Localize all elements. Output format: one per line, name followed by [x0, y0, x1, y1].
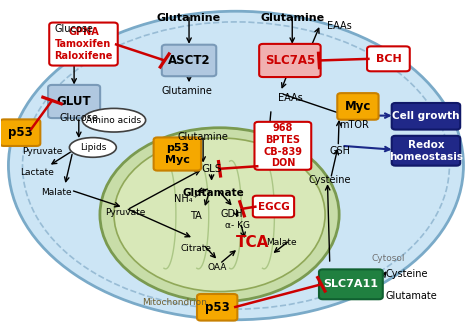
- Text: Amino acids: Amino acids: [86, 116, 142, 125]
- Text: SLC7A11: SLC7A11: [323, 279, 378, 289]
- Text: EGCG: EGCG: [257, 202, 289, 212]
- Text: Lactate: Lactate: [19, 168, 54, 177]
- Text: Redox
homeostasis: Redox homeostasis: [389, 140, 463, 162]
- Text: GLS: GLS: [201, 165, 222, 174]
- Text: BCH: BCH: [375, 54, 401, 64]
- Text: EAAs: EAAs: [328, 21, 352, 31]
- Text: 968
BPTES
CB-839
DON: 968 BPTES CB-839 DON: [264, 123, 302, 168]
- Ellipse shape: [9, 11, 464, 320]
- FancyBboxPatch shape: [197, 294, 237, 321]
- Text: Pyruvate: Pyruvate: [22, 147, 63, 157]
- Text: Glutamine: Glutamine: [260, 13, 324, 23]
- Text: SLC7A5: SLC7A5: [265, 54, 315, 67]
- Text: Glutamine: Glutamine: [157, 13, 221, 23]
- Text: GSH: GSH: [330, 146, 351, 157]
- Text: mTOR: mTOR: [339, 119, 369, 129]
- FancyBboxPatch shape: [319, 269, 383, 299]
- Text: GLUT: GLUT: [57, 95, 91, 108]
- Text: Glucose: Glucose: [59, 113, 98, 123]
- Text: Glucose: Glucose: [55, 24, 93, 34]
- Text: Glutamine: Glutamine: [161, 86, 212, 96]
- Text: Myc: Myc: [345, 100, 371, 113]
- Ellipse shape: [69, 138, 116, 157]
- FancyBboxPatch shape: [0, 119, 40, 146]
- FancyBboxPatch shape: [255, 122, 311, 170]
- Text: Cytosol: Cytosol: [372, 254, 405, 263]
- Text: OAA: OAA: [208, 263, 227, 272]
- Text: ASCT2: ASCT2: [168, 54, 210, 67]
- Text: EAAs: EAAs: [278, 93, 303, 103]
- FancyBboxPatch shape: [259, 44, 320, 77]
- Text: Citrate: Citrate: [181, 244, 211, 253]
- Text: p53
Myc: p53 Myc: [165, 143, 190, 165]
- FancyBboxPatch shape: [392, 136, 460, 166]
- Text: Pyruvate: Pyruvate: [106, 208, 146, 217]
- Text: α- KG: α- KG: [225, 221, 250, 230]
- Text: Cysteine: Cysteine: [385, 269, 428, 279]
- Ellipse shape: [114, 138, 325, 292]
- Text: Glutamate: Glutamate: [385, 291, 437, 301]
- Text: Malate: Malate: [266, 238, 297, 247]
- Text: Malate: Malate: [41, 188, 72, 197]
- Text: Cell growth: Cell growth: [392, 111, 460, 121]
- Ellipse shape: [82, 108, 146, 132]
- FancyBboxPatch shape: [253, 196, 294, 217]
- FancyBboxPatch shape: [337, 93, 379, 120]
- Text: TCA: TCA: [236, 235, 269, 250]
- Text: Cysteine: Cysteine: [309, 175, 351, 185]
- Text: p53: p53: [8, 126, 33, 139]
- FancyBboxPatch shape: [48, 85, 100, 118]
- Text: NH₄⁺: NH₄⁺: [174, 194, 198, 204]
- Text: GPNA
Tamoxifen
Raloxifene: GPNA Tamoxifen Raloxifene: [55, 27, 113, 61]
- Text: TA: TA: [190, 211, 202, 221]
- FancyBboxPatch shape: [367, 46, 410, 71]
- FancyBboxPatch shape: [49, 23, 118, 66]
- FancyBboxPatch shape: [392, 103, 460, 129]
- Text: p53: p53: [205, 301, 229, 314]
- Text: Glutamine: Glutamine: [178, 132, 228, 142]
- Text: Lipids: Lipids: [80, 143, 106, 152]
- Text: Glutamate: Glutamate: [182, 188, 244, 199]
- Text: Mitochondrion: Mitochondrion: [143, 299, 208, 307]
- FancyBboxPatch shape: [154, 137, 201, 170]
- FancyBboxPatch shape: [162, 45, 216, 76]
- Text: GDH: GDH: [220, 209, 243, 219]
- Ellipse shape: [100, 128, 339, 302]
